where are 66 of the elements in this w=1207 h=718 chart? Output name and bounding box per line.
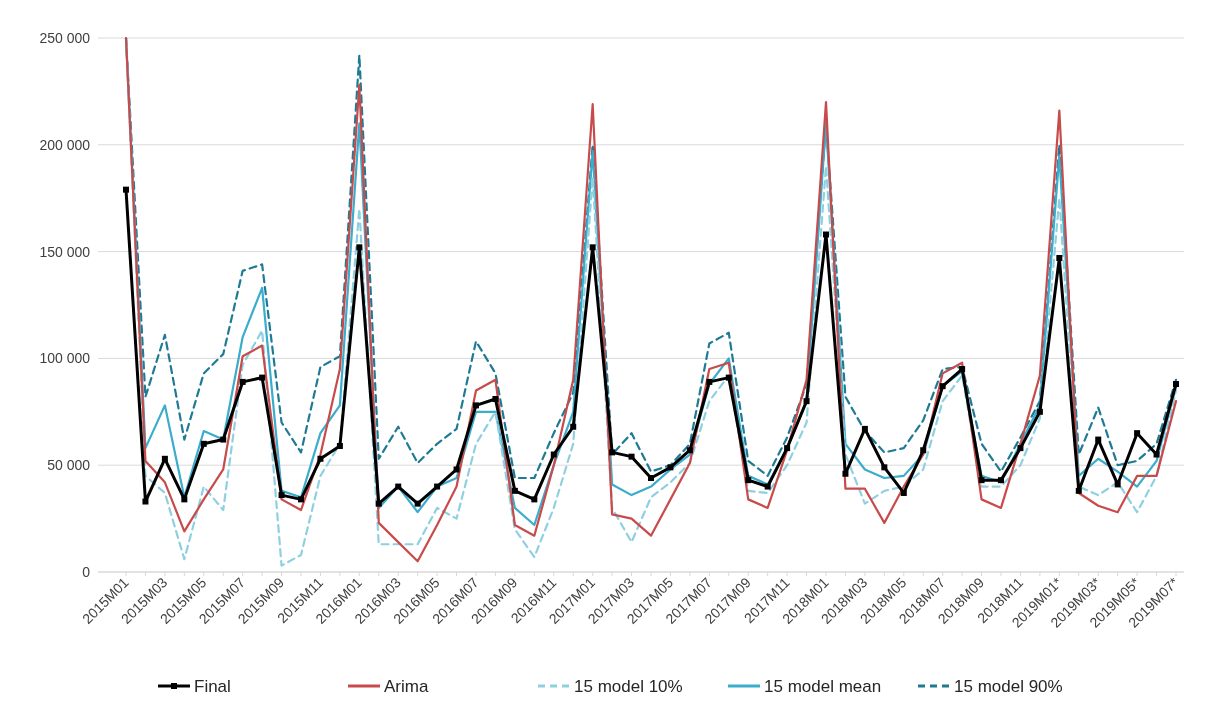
point <box>375 500 382 507</box>
y-tick-label: 150 000 <box>39 243 91 260</box>
point <box>920 447 927 454</box>
point <box>142 498 149 505</box>
legend-label: 15 model 10% <box>574 676 683 696</box>
legend-label: Final <box>194 676 231 696</box>
point <box>745 477 752 484</box>
point <box>181 496 188 503</box>
point <box>395 483 402 490</box>
point <box>161 455 168 462</box>
y-tick-label: 250 000 <box>39 29 91 46</box>
point <box>842 470 849 477</box>
point <box>900 489 907 496</box>
point <box>667 464 674 471</box>
point <box>1134 430 1141 437</box>
point <box>823 231 829 238</box>
point <box>1114 481 1121 488</box>
point <box>1017 445 1024 452</box>
point <box>881 464 888 471</box>
point <box>317 455 324 462</box>
point <box>628 453 635 460</box>
point <box>784 445 791 452</box>
point <box>550 451 557 458</box>
point <box>978 477 985 484</box>
point <box>686 447 693 454</box>
point <box>1075 487 1082 494</box>
point <box>220 436 227 443</box>
point <box>570 423 577 430</box>
point <box>453 466 460 473</box>
point <box>706 378 713 385</box>
point <box>239 378 246 385</box>
point <box>1056 255 1063 262</box>
point <box>1095 436 1102 443</box>
point <box>259 374 266 381</box>
legend-label: 15 model 90% <box>954 676 1063 696</box>
point <box>492 395 499 402</box>
point <box>531 496 538 503</box>
point <box>123 186 129 193</box>
point <box>764 483 771 490</box>
y-tick-label: 200 000 <box>39 136 91 153</box>
point <box>356 244 363 251</box>
point <box>1036 408 1043 415</box>
point <box>861 425 868 432</box>
point <box>959 366 966 373</box>
point <box>803 398 810 405</box>
point <box>609 449 616 456</box>
point <box>725 374 732 381</box>
point <box>1153 451 1160 458</box>
point <box>414 500 421 507</box>
y-tick-label: 100 000 <box>39 350 91 367</box>
point <box>434 483 441 490</box>
point <box>648 475 654 482</box>
point <box>336 442 343 449</box>
legend-label: Arima <box>384 676 429 696</box>
point <box>1173 381 1179 388</box>
y-tick-label: 50 000 <box>47 457 91 474</box>
point <box>939 383 946 390</box>
point <box>473 402 479 409</box>
y-tick-label: 0 <box>82 563 91 580</box>
point <box>511 487 518 494</box>
point <box>278 492 285 499</box>
point <box>298 496 304 503</box>
point <box>589 244 596 251</box>
legend-label: 15 model mean <box>764 676 882 696</box>
point <box>200 440 207 447</box>
point <box>998 477 1004 484</box>
